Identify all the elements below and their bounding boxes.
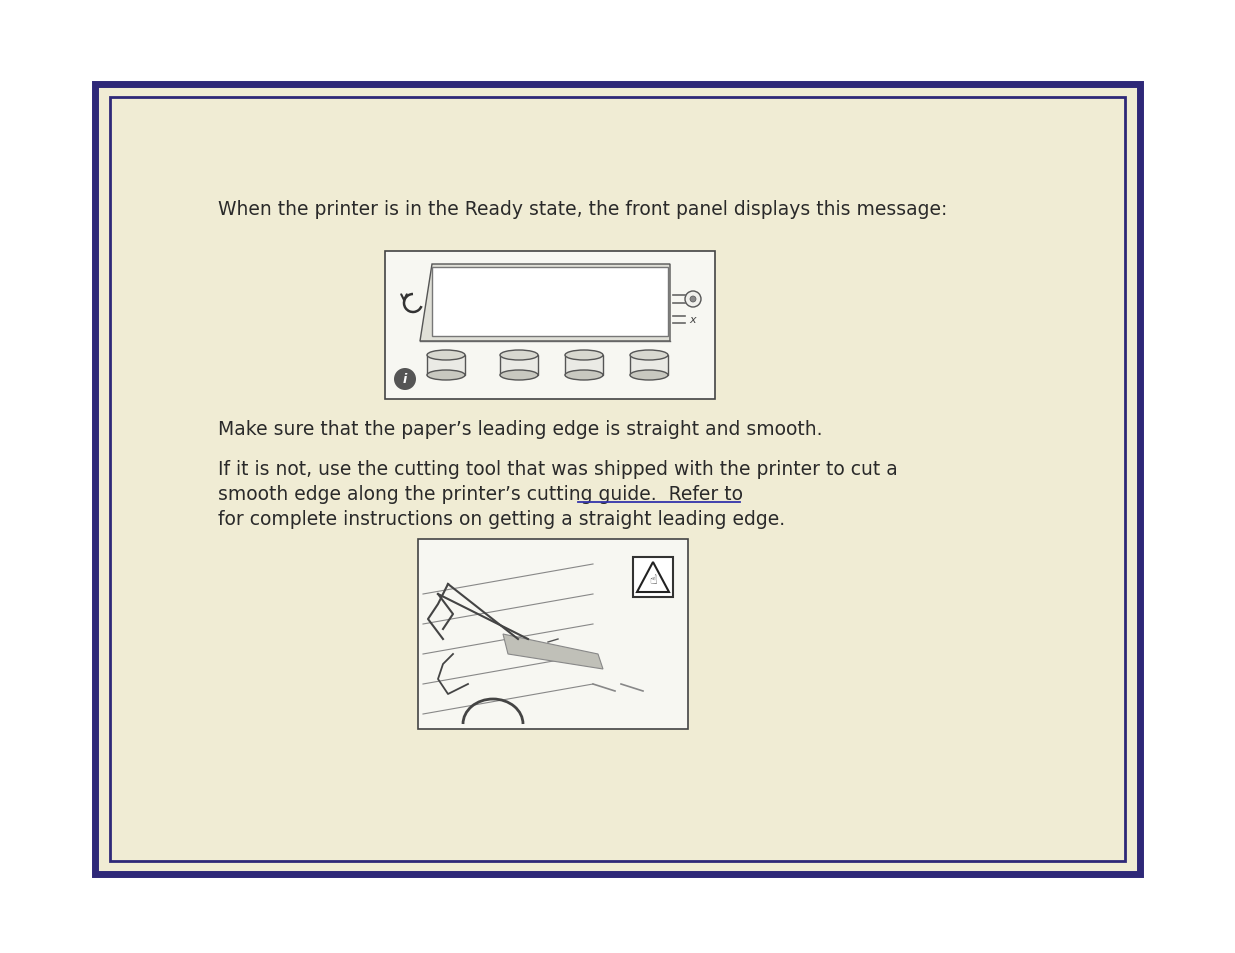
Bar bbox=[432, 268, 668, 336]
Circle shape bbox=[690, 296, 697, 303]
Bar bbox=[95, 85, 1140, 874]
Text: Make sure that the paper’s leading edge is straight and smooth.: Make sure that the paper’s leading edge … bbox=[219, 419, 823, 438]
Bar bbox=[110, 98, 1125, 862]
Ellipse shape bbox=[500, 371, 538, 380]
Polygon shape bbox=[420, 265, 671, 341]
Text: smooth edge along the printer’s cutting guide.  Refer to: smooth edge along the printer’s cutting … bbox=[219, 484, 743, 503]
Ellipse shape bbox=[427, 371, 466, 380]
Bar bbox=[417, 539, 688, 729]
Bar bbox=[634, 558, 673, 598]
Bar bbox=[500, 355, 538, 375]
Ellipse shape bbox=[500, 351, 538, 360]
Text: If it is not, use the cutting tool that was shipped with the printer to cut a: If it is not, use the cutting tool that … bbox=[219, 459, 898, 478]
Bar bbox=[630, 355, 668, 375]
Text: i: i bbox=[403, 374, 408, 386]
Text: ☝: ☝ bbox=[650, 574, 657, 587]
Bar bbox=[564, 355, 603, 375]
Text: When the printer is in the Ready state, the front panel displays this message:: When the printer is in the Ready state, … bbox=[219, 200, 947, 219]
Ellipse shape bbox=[564, 371, 603, 380]
Circle shape bbox=[685, 292, 701, 308]
Text: x: x bbox=[689, 314, 697, 325]
Text: for complete instructions on getting a straight leading edge.: for complete instructions on getting a s… bbox=[219, 510, 785, 529]
Bar bbox=[427, 355, 466, 375]
Circle shape bbox=[394, 369, 416, 391]
Ellipse shape bbox=[630, 351, 668, 360]
Polygon shape bbox=[503, 635, 603, 669]
Polygon shape bbox=[637, 562, 669, 593]
Ellipse shape bbox=[564, 351, 603, 360]
Ellipse shape bbox=[427, 351, 466, 360]
Ellipse shape bbox=[630, 371, 668, 380]
Bar bbox=[385, 252, 715, 399]
